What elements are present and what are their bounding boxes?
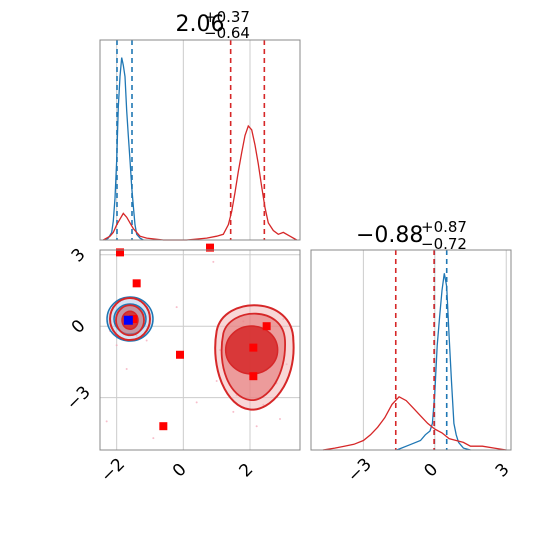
red-marker: [249, 372, 258, 381]
y-tick-label: 3: [68, 245, 90, 267]
x1-title: 2.06: [176, 12, 225, 37]
scatter-dot: [125, 368, 128, 371]
scatter-dot: [175, 306, 178, 309]
histogram-series-blue: [396, 273, 471, 451]
x-tick-label: 0: [169, 460, 191, 482]
x-tick-label: 2: [236, 460, 258, 482]
red-marker: [159, 422, 168, 431]
blue-marker: [123, 315, 133, 325]
red-marker: [249, 343, 258, 352]
scatter-dot: [195, 401, 198, 404]
histogram-series-red: [322, 395, 507, 451]
scatter-dot: [152, 437, 155, 440]
scatter-dot: [232, 410, 235, 413]
x2-title-minus: −0.72: [421, 235, 467, 253]
y-tick-label: 0: [68, 316, 90, 338]
red-marker: [262, 322, 271, 331]
histogram-series-red: [102, 124, 298, 241]
scatter-dot: [255, 425, 258, 428]
scatter-dot: [115, 344, 118, 347]
x1-marginal-panel: [99, 39, 301, 241]
x-tick-label: 3: [492, 460, 514, 482]
x1-title-plus: +0.37: [204, 8, 250, 26]
x2-title: −0.88: [356, 223, 423, 248]
red-marker: [129, 315, 138, 324]
scatter-dot: [105, 420, 108, 423]
x-tick-label: −3: [344, 455, 376, 487]
x1-title-minus: −0.64: [204, 24, 250, 42]
scatter-dot: [279, 418, 281, 421]
contour-red-left-outer: [109, 297, 151, 342]
x2-marginal-panel: −3 0 3: [310, 249, 514, 487]
y-tick-label: −3: [63, 382, 95, 414]
red-marker: [132, 279, 141, 288]
red-marker: [206, 243, 214, 252]
scatter-dot: [215, 379, 218, 382]
x-tick-label: −2: [97, 455, 129, 487]
red-marker: [176, 350, 184, 359]
scatter-dot: [212, 260, 215, 263]
x-tick-label: 0: [420, 460, 442, 482]
joint-panel: −2 0 2 3 0 −3: [63, 243, 301, 487]
panel-frame: [310, 249, 512, 451]
red-marker: [116, 248, 124, 257]
panel-frame: [99, 249, 301, 451]
histogram-series-blue: [104, 57, 144, 241]
scatter-dot: [145, 339, 148, 342]
x2-title-plus: +0.87: [421, 218, 467, 236]
panel-frame: [99, 39, 301, 241]
